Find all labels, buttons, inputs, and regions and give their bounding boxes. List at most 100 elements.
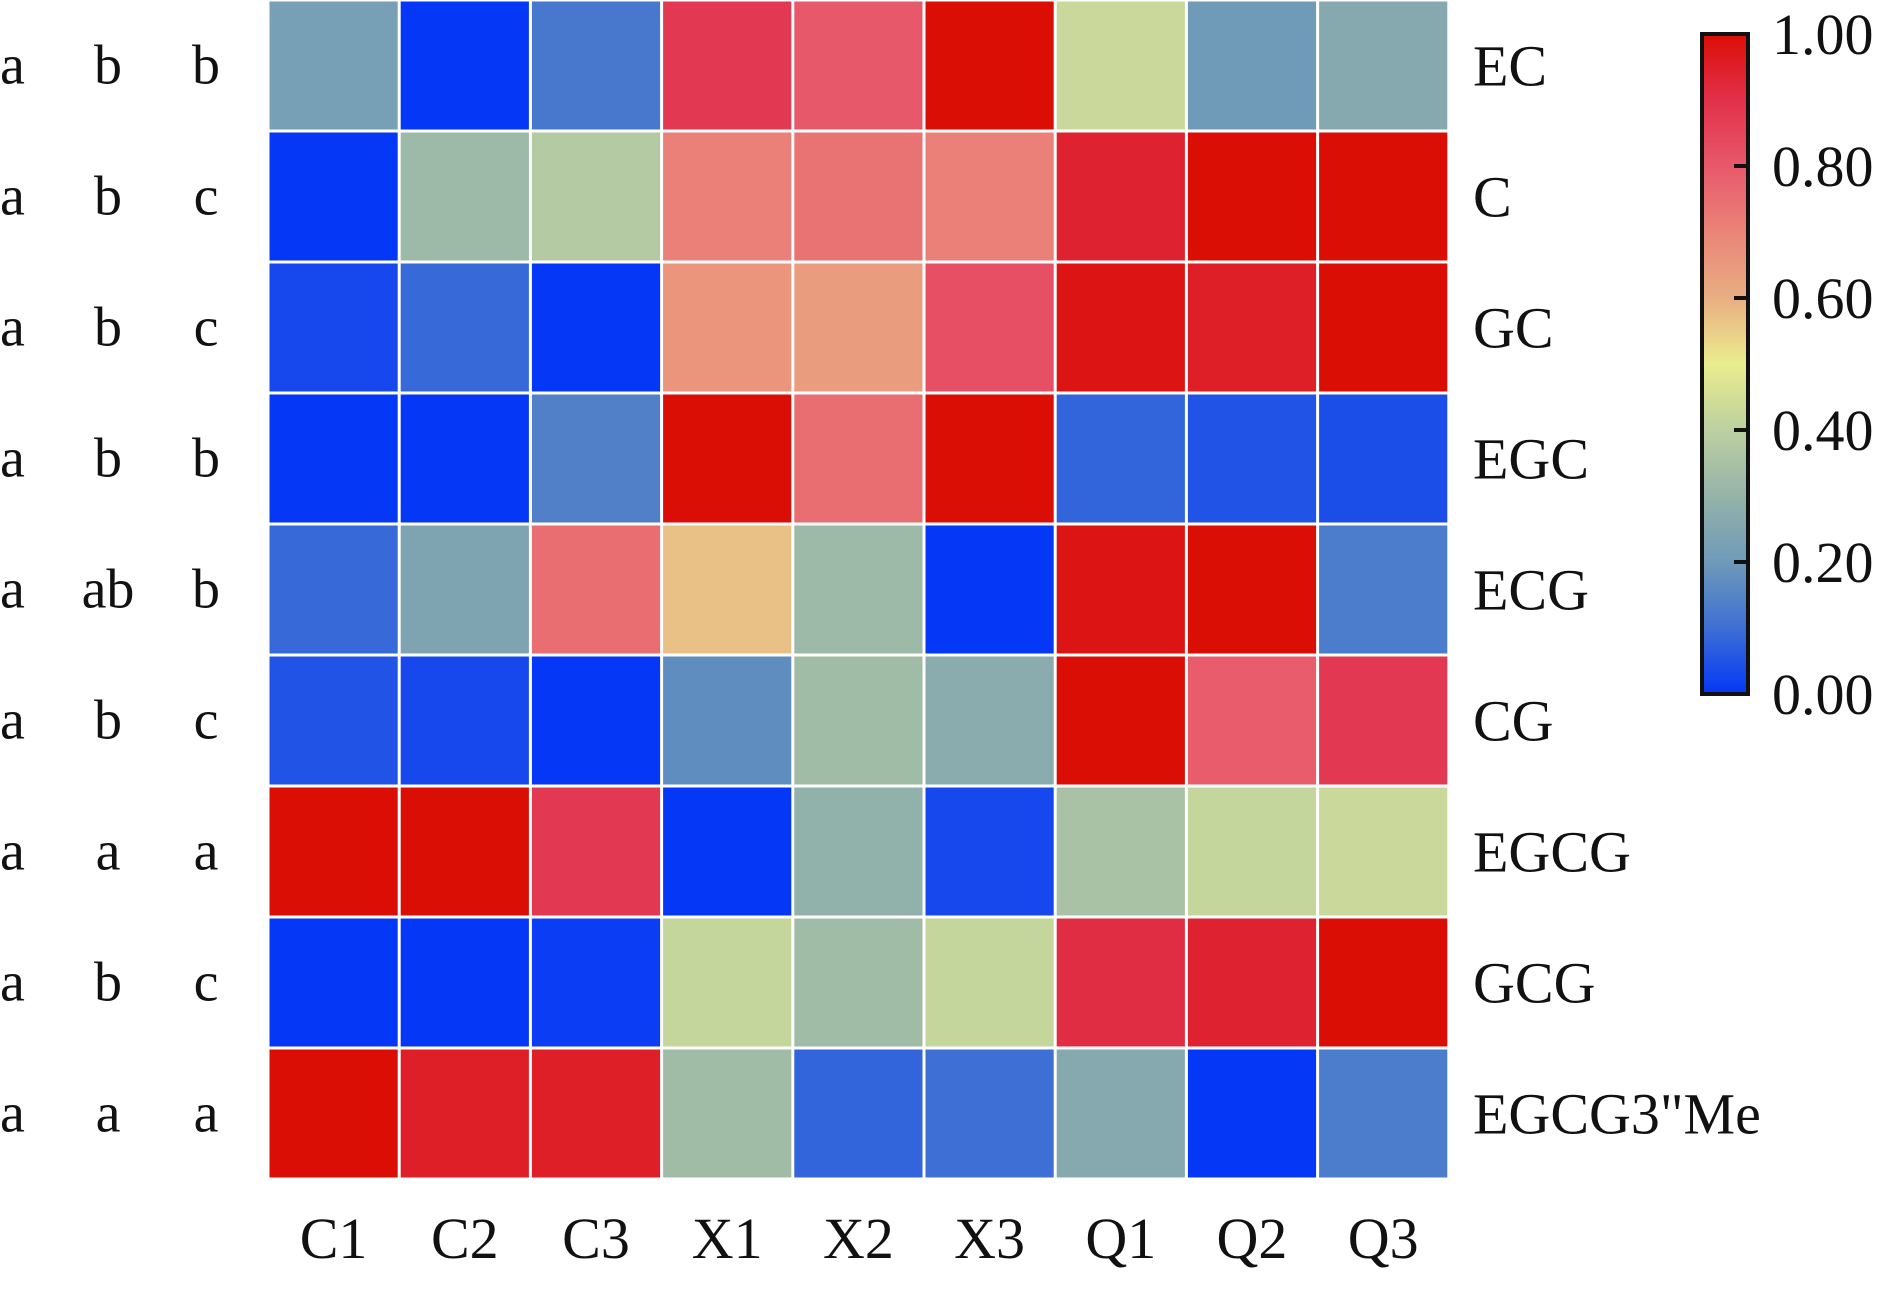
heatmap-cell [1056,394,1185,523]
heatmap-cell [531,918,661,1047]
heatmap-cell [400,263,529,392]
colorbar-tick-label: 0.00 [1772,662,1874,727]
heatmap-cell [925,1049,1054,1178]
heatmap-cell [1319,787,1448,916]
significance-letter: b [192,35,220,97]
heatmap-cell [400,1,529,130]
row-label: EGCG3"Me [1473,1082,1761,1147]
column-label: X2 [823,1206,894,1271]
heatmap-cell [1056,1,1185,130]
row-label: ECG [1473,558,1589,623]
row-label: EGCG [1473,820,1631,885]
heatmap-cell [925,656,1054,785]
heatmap-cell [531,656,661,785]
heatmap-cell [269,394,398,523]
heatmap-cell [663,525,792,654]
heatmap-cell [1319,918,1448,1047]
heatmap-cell [925,394,1054,523]
heatmap-cell [1319,263,1448,392]
significance-letter: b [94,428,122,490]
heatmap-cell [269,656,398,785]
heatmap-cell [1187,918,1317,1047]
column-label: X1 [692,1206,763,1271]
heatmap-cell [400,787,529,916]
significance-letter: b [192,559,220,621]
significance-letters: a b ba b ca b ca b ba ab ba b ca a aa b ca a a [0,35,220,1145]
significance-letter: a [0,952,25,1014]
column-label: C2 [431,1206,499,1271]
heatmap-cell [400,1049,529,1178]
heatmap-cell [794,1049,923,1178]
significance-letter: c [194,690,219,752]
heatmap-cell [1056,263,1185,392]
column-label: X3 [954,1206,1025,1271]
colorbar: 0.00 0.20 0.40 0.60 0.80 1.00 [1700,2,1874,727]
row-label: CG [1473,689,1554,754]
significance-letter: a [96,821,121,883]
heatmap-cell [925,787,1054,916]
heatmap-cell [531,787,661,916]
heatmap-cells [266,0,1450,1182]
heatmap-cell [531,394,661,523]
heatmap-cell [663,263,792,392]
significance-letter: b [94,690,122,752]
heatmap-cell [1319,132,1448,261]
significance-letter: a [0,297,25,359]
heatmap-cell [269,525,398,654]
significance-letter: a [0,1083,25,1145]
heatmap-cell [531,525,661,654]
colorbar-ticks: 0.00 0.20 0.40 0.60 0.80 1.00 [1734,2,1874,727]
heatmap-cell [1187,394,1317,523]
significance-letter: a [0,821,25,883]
colorbar-tick-label: 1.00 [1772,2,1874,67]
heatmap-cell [269,787,398,916]
heatmap-cell [531,1049,661,1178]
heatmap-cell [531,132,661,261]
heatmap-cell [1056,656,1185,785]
heatmap-cell [925,1,1054,130]
heatmap-cell [794,132,923,261]
heatmap-cell [925,525,1054,654]
heatmap-cell [663,1,792,130]
heatmap-cell [794,787,923,916]
heatmap-cell [1319,656,1448,785]
heatmap-cell [794,394,923,523]
heatmap-cell [269,132,398,261]
significance-letter: b [94,35,122,97]
heatmap-cell [794,656,923,785]
significance-letter: a [0,428,25,490]
heatmap-cell [663,132,792,261]
significance-letter: b [94,952,122,1014]
heatmap-cell [531,1,661,130]
row-label: GCG [1473,951,1595,1016]
heatmap-cell [1319,394,1448,523]
heatmap-cell [1056,1049,1185,1178]
significance-letter: a [194,821,219,883]
heatmap-cell [1319,1,1448,130]
heatmap-cell [400,132,529,261]
heatmap-cell [1187,263,1317,392]
row-labels: EC C GC EGC ECG CG EGCG GCG EGCG3"Me [1473,34,1761,1147]
column-label: Q2 [1217,1206,1288,1271]
significance-letter: c [194,952,219,1014]
significance-letter: b [94,166,122,228]
heatmap-cell [1187,656,1317,785]
heatmap-cell [400,918,529,1047]
column-label: Q3 [1348,1206,1419,1271]
significance-letter: a [0,559,25,621]
heatmap-cell [269,918,398,1047]
heatmap-cell [269,1,398,130]
significance-letter: a [194,1083,219,1145]
significance-letter: a [0,35,25,97]
column-label: C1 [300,1206,368,1271]
heatmap-cell [925,132,1054,261]
colorbar-tick-label: 0.60 [1772,266,1874,331]
heatmap-cell [925,263,1054,392]
heatmap-cell [1187,525,1317,654]
colorbar-tick-label: 0.40 [1772,398,1874,463]
heatmap-cell [1187,132,1317,261]
significance-letter: c [194,166,219,228]
row-label: GC [1473,296,1554,361]
row-label: EC [1473,34,1547,99]
heatmap-cell [794,525,923,654]
